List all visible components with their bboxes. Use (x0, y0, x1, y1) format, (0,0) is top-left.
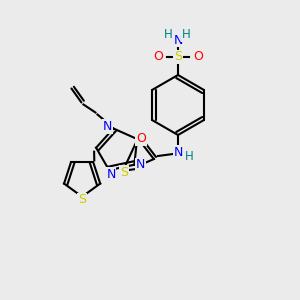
Text: O: O (193, 50, 203, 64)
Text: N: N (103, 120, 112, 133)
Text: S: S (174, 50, 182, 64)
Text: S: S (78, 193, 86, 206)
Text: N: N (173, 146, 183, 158)
Text: N: N (136, 158, 145, 171)
Text: H: H (184, 151, 194, 164)
Text: S: S (120, 166, 128, 178)
Text: N: N (106, 168, 116, 181)
Text: H: H (164, 28, 172, 41)
Text: N: N (173, 34, 183, 46)
Text: O: O (136, 133, 146, 146)
Text: H: H (182, 28, 190, 41)
Text: O: O (153, 50, 163, 64)
